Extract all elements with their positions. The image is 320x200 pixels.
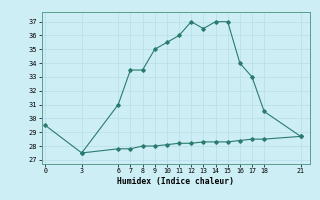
X-axis label: Humidex (Indice chaleur): Humidex (Indice chaleur) bbox=[117, 177, 235, 186]
